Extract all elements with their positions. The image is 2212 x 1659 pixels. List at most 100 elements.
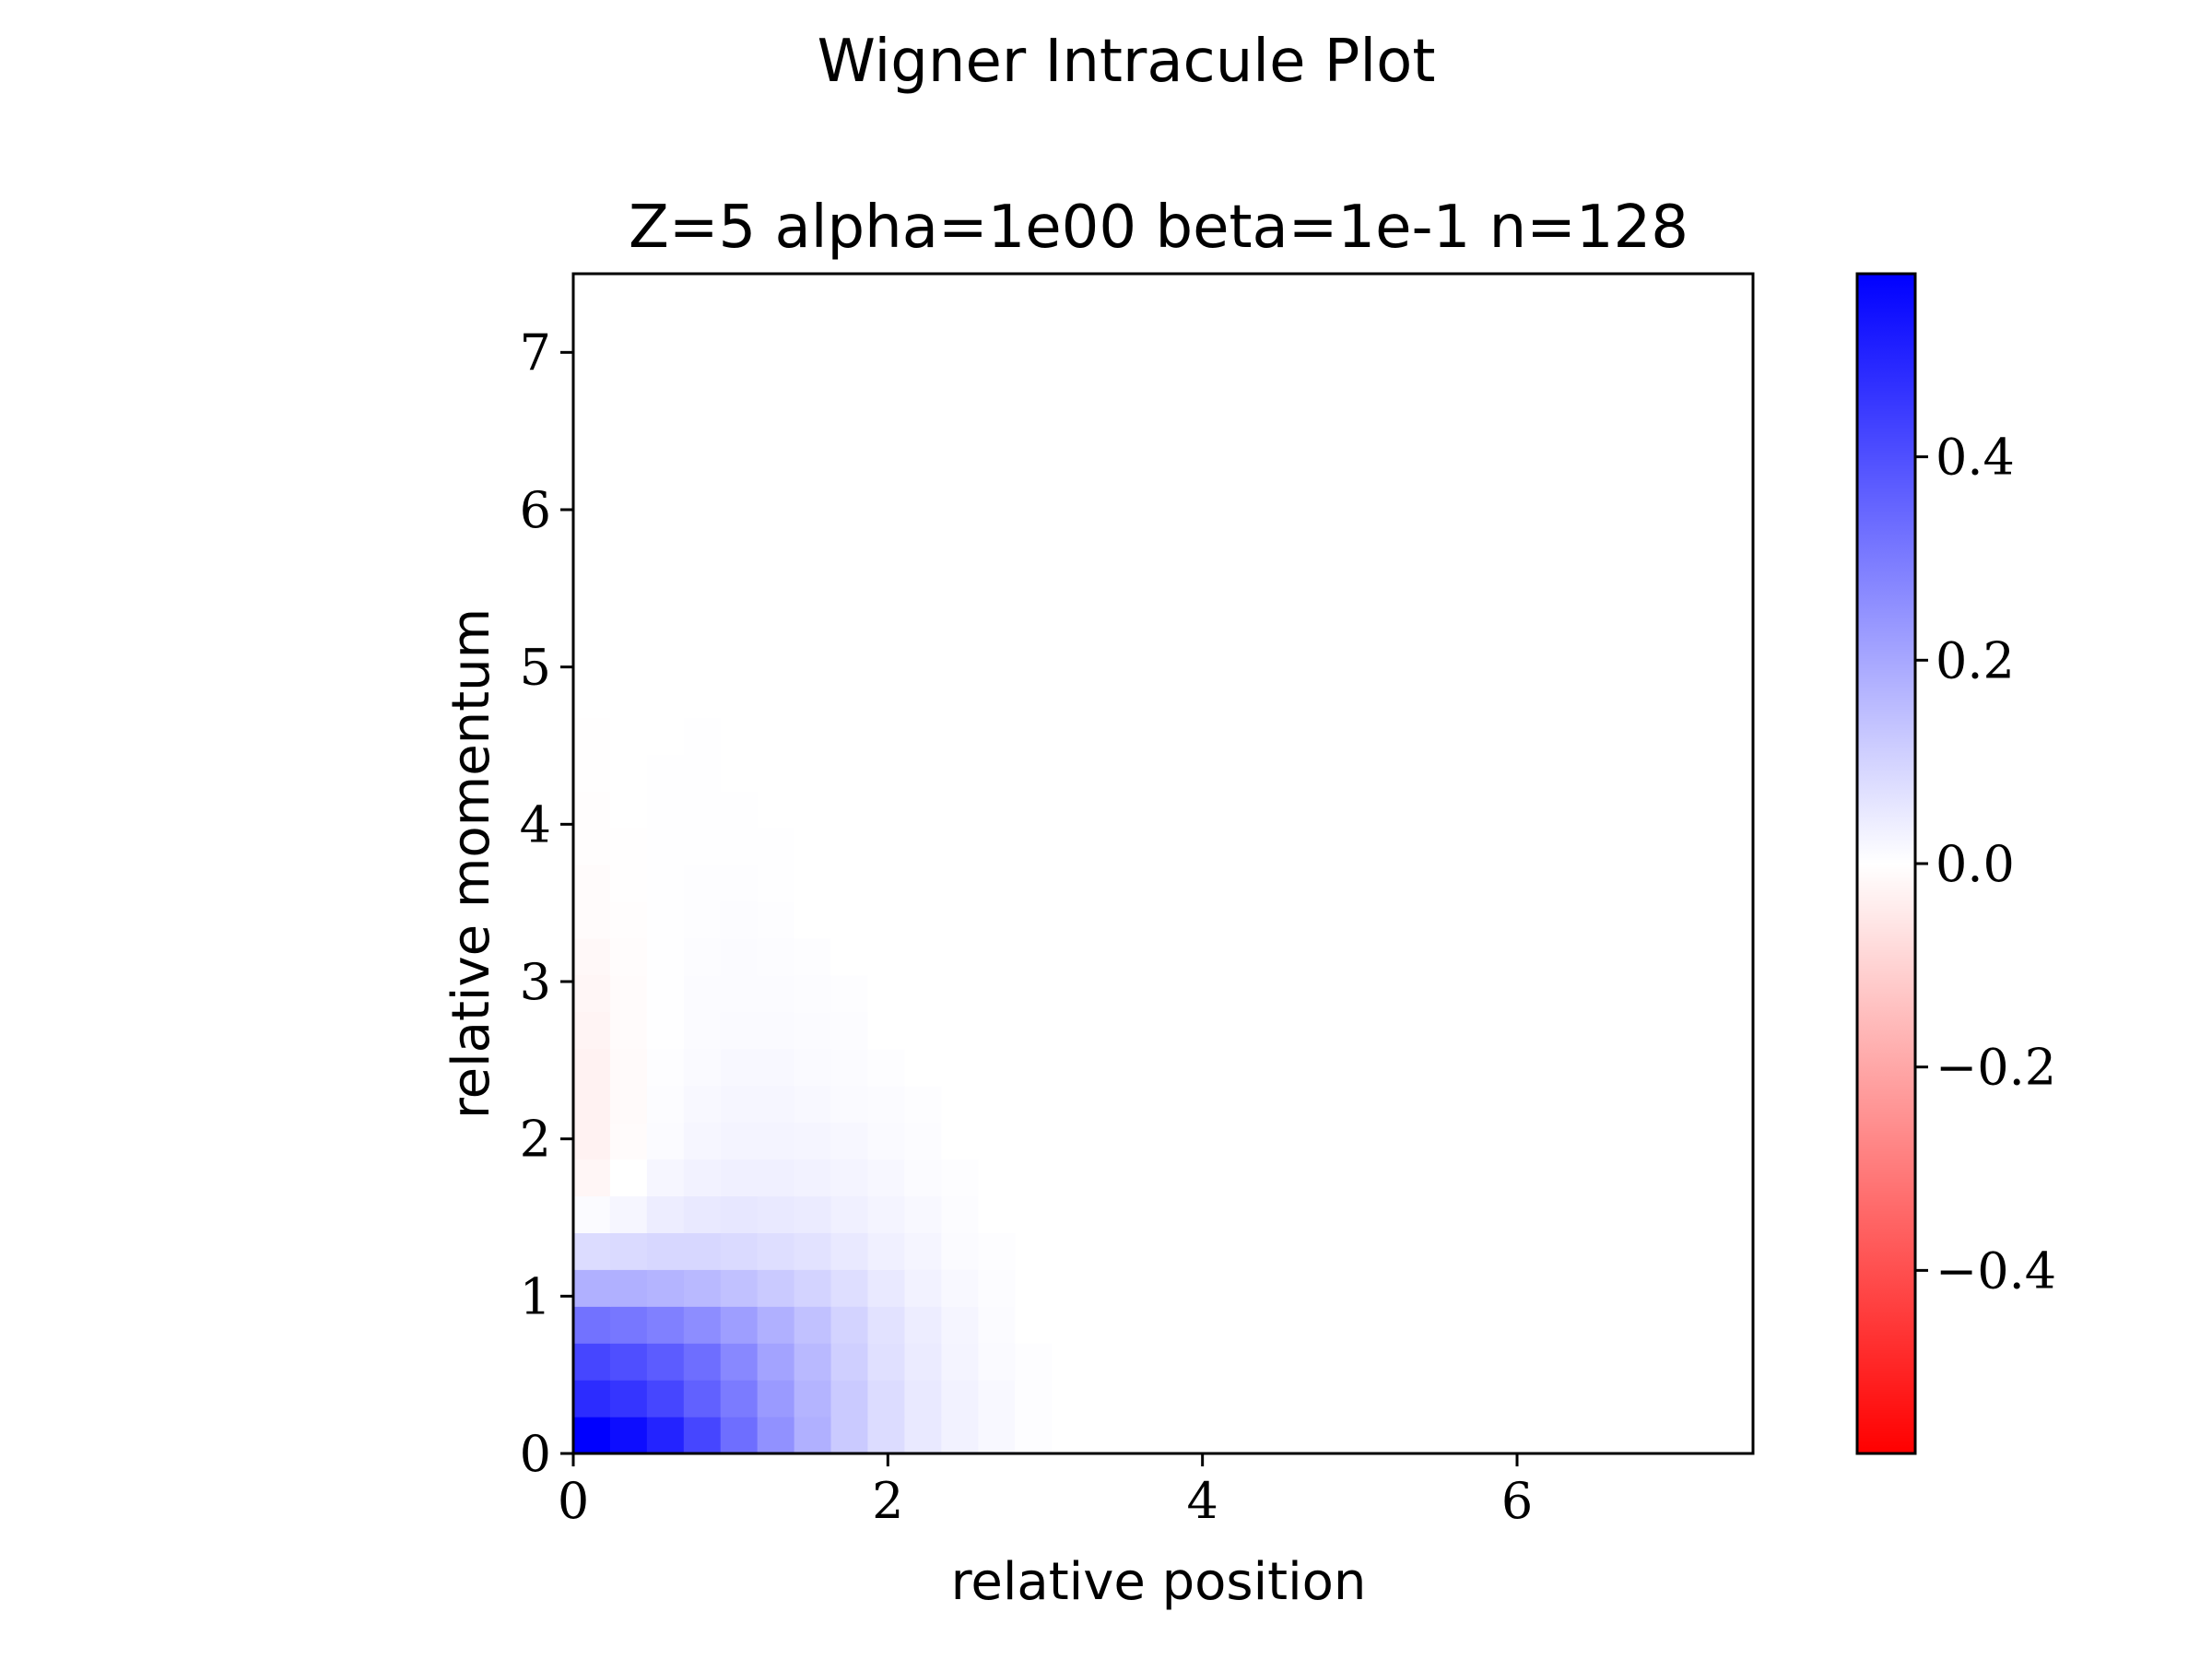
heatmap-cell <box>1088 1269 1126 1307</box>
heatmap-cell <box>978 717 1016 755</box>
heatmap-cell <box>978 791 1016 829</box>
heatmap-cell <box>1015 1306 1053 1344</box>
heatmap-cell <box>683 717 722 755</box>
heatmap-cell <box>609 1048 648 1087</box>
heatmap-cell <box>978 974 1016 1013</box>
heatmap-cell <box>794 680 832 718</box>
heatmap-cell <box>867 1232 906 1270</box>
heatmap-cell <box>573 1306 611 1344</box>
heatmap-cell <box>573 1380 611 1418</box>
heatmap-cell <box>941 754 979 792</box>
heatmap-cell <box>609 974 648 1013</box>
heatmap-cell <box>573 1085 611 1124</box>
heatmap-cell <box>904 717 942 755</box>
heatmap-cell <box>978 680 1016 718</box>
heatmap-cell <box>904 1343 942 1381</box>
heatmap-cell <box>978 937 1016 976</box>
heatmap-cell <box>941 1380 979 1418</box>
heatmap-cell <box>609 865 648 902</box>
heatmap-cell <box>757 1085 795 1124</box>
heatmap-cell <box>757 937 795 976</box>
heatmap-cell <box>830 1159 869 1197</box>
heatmap-cell <box>683 828 722 865</box>
heatmap-cell <box>1052 791 1089 829</box>
heatmap-cell <box>683 1122 722 1160</box>
heatmap-cell <box>867 1195 906 1233</box>
x-axis-label: relative position <box>951 1552 1367 1612</box>
heatmap-cell <box>794 643 832 681</box>
heatmap-cell <box>794 1269 832 1307</box>
heatmap-cell <box>830 865 869 902</box>
heatmap-cell <box>1015 974 1053 1013</box>
heatmap-cell <box>683 900 722 939</box>
heatmap-cell <box>904 865 942 902</box>
y-tick-label: 5 <box>520 639 551 697</box>
heatmap-cell <box>573 937 611 976</box>
heatmap-cell <box>609 717 648 755</box>
heatmap-cell <box>941 643 979 681</box>
heatmap-cell <box>683 643 722 681</box>
heatmap-cell <box>1052 1048 1089 1087</box>
heatmap-cell <box>609 1269 648 1307</box>
heatmap-cell <box>757 680 795 718</box>
heatmap-cell <box>1015 643 1053 681</box>
heatmap-cell <box>609 1306 648 1344</box>
heatmap-cell <box>757 1343 795 1381</box>
heatmap-cell <box>1088 754 1126 792</box>
heatmap-cell <box>1088 865 1126 902</box>
y-axis-ticks: 0 1 2 3 4 5 6 7 <box>520 324 573 1483</box>
heatmap-cell <box>1015 1269 1053 1307</box>
heatmap-cell <box>573 754 611 792</box>
heatmap-cell <box>1052 643 1089 681</box>
heatmap-cell <box>683 974 722 1013</box>
heatmap-cell <box>978 1269 1016 1307</box>
heatmap-cell <box>867 1380 906 1418</box>
figure-suptitle: Wigner Intracule Plot <box>818 28 1436 96</box>
heatmap-cell <box>646 754 685 792</box>
heatmap-cell <box>794 900 832 939</box>
heatmap-cell <box>941 974 979 1013</box>
heatmap-cell <box>573 1269 611 1307</box>
heatmap-cell <box>1015 791 1053 829</box>
heatmap-cell <box>867 680 906 718</box>
heatmap-cell <box>1052 937 1089 976</box>
heatmap-cell <box>830 1269 869 1307</box>
heatmap-cell <box>1052 1011 1089 1050</box>
heatmap-cell <box>904 791 942 829</box>
heatmap-cell <box>867 1269 906 1307</box>
heatmap-cell <box>1052 974 1089 1013</box>
heatmap-cell <box>609 1195 648 1233</box>
heatmap-cell <box>830 717 869 755</box>
plot-frame <box>571 272 1755 1455</box>
heatmap-cell <box>683 1195 722 1233</box>
heatmap-cell <box>1052 1122 1089 1160</box>
heatmap-cell <box>683 1343 722 1381</box>
heatmap-cell <box>904 1195 942 1233</box>
heatmap-cell <box>830 900 869 939</box>
heatmap-cell <box>1088 1195 1126 1233</box>
heatmap-cell <box>794 717 832 755</box>
y-tick-label: 7 <box>520 324 551 382</box>
heatmap-cell <box>609 1085 648 1124</box>
heatmap-cell <box>978 865 1016 902</box>
heatmap-cell <box>867 1417 906 1454</box>
heatmap-cell <box>830 791 869 829</box>
heatmap-cell <box>1088 1306 1126 1344</box>
heatmap-cell <box>794 1417 832 1454</box>
heatmap-cell <box>904 1269 942 1307</box>
heatmap-cell <box>720 754 759 792</box>
heatmap-cell <box>720 680 759 718</box>
heatmap-cell <box>683 1417 722 1454</box>
heatmap-cell <box>978 754 1016 792</box>
heatmap-cell <box>794 1011 832 1050</box>
heatmap-cell <box>941 1269 979 1307</box>
heatmap-cell <box>573 974 611 1013</box>
heatmap-cell <box>941 937 979 976</box>
y-tick-label: 1 <box>520 1267 551 1325</box>
heatmap-cell <box>867 643 906 681</box>
heatmap-cell <box>573 791 611 829</box>
heatmap-cell <box>757 754 795 792</box>
heatmap-cell <box>1088 1380 1126 1418</box>
heatmap-cell <box>683 754 722 792</box>
